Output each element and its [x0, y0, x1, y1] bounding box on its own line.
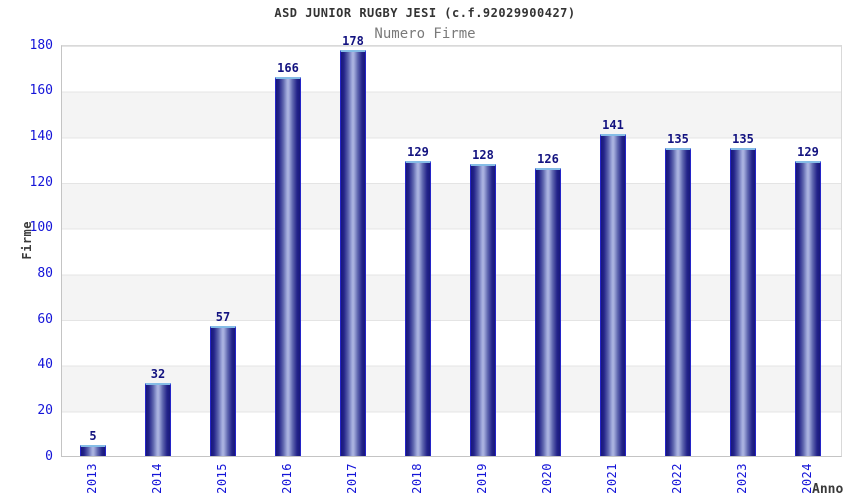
bar-value-label: 126 [537, 152, 559, 167]
y-tick-label: 40 [37, 357, 53, 373]
y-tick-label: 180 [29, 37, 53, 53]
bar-value-label: 128 [472, 147, 494, 162]
x-tick-label: 2013 [85, 463, 99, 494]
bar-value-label: 135 [667, 131, 689, 146]
x-tick-label: 2016 [280, 463, 294, 494]
y-tick-label: 140 [29, 128, 53, 144]
bar-value-label: 129 [407, 145, 429, 160]
y-tick-label: 120 [29, 174, 53, 190]
bar-value-label: 135 [732, 131, 754, 146]
bar-value-label: 129 [797, 145, 819, 160]
x-tick-label: 2017 [345, 463, 359, 494]
bar-value-label: 166 [277, 61, 299, 75]
bar-value-label: 32 [150, 366, 166, 381]
chart-subtitle: Numero Firme [374, 26, 476, 42]
bar-2016: 166 [275, 61, 301, 456]
x-tick-label: 2020 [540, 463, 554, 494]
bar-2022: 135 [665, 132, 691, 456]
bar-2017: 178 [340, 34, 366, 456]
x-tick-label: 2019 [475, 463, 489, 494]
y-tick-label: 60 [37, 311, 53, 327]
y-tick-label: 160 [29, 83, 53, 99]
y-tick-label: 20 [37, 402, 53, 418]
bar-2024: 129 [795, 145, 821, 456]
y-tick-label: 0 [45, 448, 53, 464]
y-tick-label: 80 [37, 265, 53, 281]
bar-2018: 129 [405, 145, 431, 456]
x-axis-title: Anno [812, 482, 844, 497]
bar-2013: 5 [80, 429, 106, 456]
plot-area: 5 32 57 166 178 129 128 126 141 135 135 129 [61, 34, 842, 457]
bar-2023: 135 [730, 132, 756, 456]
x-tick-label: 2018 [410, 463, 424, 494]
y-tick-label: 100 [29, 220, 53, 236]
x-tick-label: 2014 [150, 463, 164, 494]
bar-2015: 57 [210, 310, 236, 456]
bar-value-label: 57 [215, 309, 231, 324]
bar-2021: 141 [600, 118, 626, 456]
x-tick-label: 2022 [670, 463, 684, 494]
x-tick-label: 2021 [605, 463, 619, 494]
bar-2019: 128 [470, 148, 496, 456]
bar-value-label: 5 [89, 428, 97, 443]
bar-2014: 32 [145, 367, 171, 456]
x-tick-label: 2015 [215, 463, 229, 494]
bar-2020: 126 [535, 152, 561, 456]
bar-value-label: 178 [342, 33, 364, 48]
x-tick-label: 2023 [735, 463, 749, 494]
bar-value-label: 141 [602, 118, 624, 133]
chart-title: ASD JUNIOR RUGBY JESI (c.f.92029900427) [274, 6, 576, 20]
